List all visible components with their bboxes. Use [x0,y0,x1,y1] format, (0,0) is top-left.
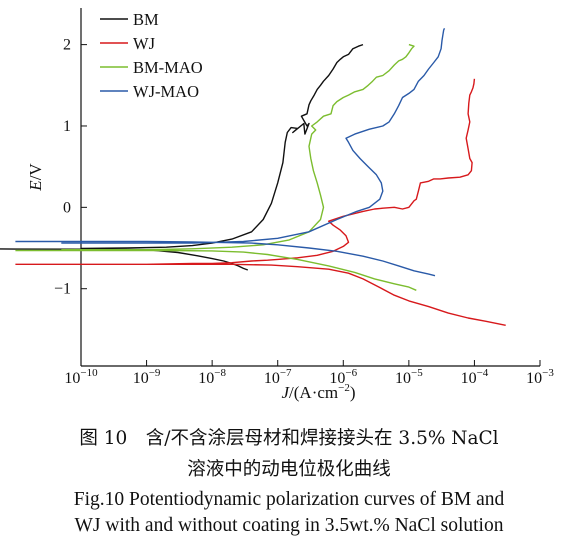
legend-label-wj-mao: WJ-MAO [133,82,199,101]
series-line-bm [0,43,364,271]
series-line-wj [15,78,506,326]
x-tick-label: 10−7 [264,367,292,387]
y-tick-label: 1 [63,118,71,135]
x-tick-label: 10−5 [395,367,423,387]
y-tick-label: 2 [63,37,71,54]
figure-caption-english-line-2: WJ with and without coating in 3.5wt.% N… [74,515,504,536]
x-tick-label: 10−8 [198,367,226,387]
x-tick-label: 10−6 [329,367,357,387]
y-axis-label: E/V [26,163,45,192]
x-tick-label: 10−9 [133,367,161,387]
legend-label-bm-mao: BM-MAO [133,58,203,77]
series-line-bm-mao [15,43,417,291]
legend-label-bm: BM [133,10,159,29]
legend-label-wj: WJ [133,34,156,53]
series-line-wj-mao [15,28,446,277]
polarization-chart: 10−10 10−9 10−8 10−7 10−6 10−5 10−4 10−3 2 1 0 −1 J/… [0,8,554,402]
figure-caption-english-line-1: Fig.10 Potentiodynamic polarization curv… [73,489,505,510]
y-tick-label: 0 [63,199,71,216]
y-tick-label: −1 [54,281,71,298]
x-tick-label: 10−3 [526,367,554,387]
x-axis-label: J/(A·cm−2) [281,382,355,402]
figure-caption-chinese-line-1: 图 10 含/不含涂层母材和焊接接头在 3.5% NaCl [79,428,499,449]
x-tick-label: 10−10 [64,367,98,387]
x-tick-label: 10−4 [461,367,489,387]
figure-caption-chinese-line-2: 溶液中的动电位极化曲线 [187,459,391,480]
